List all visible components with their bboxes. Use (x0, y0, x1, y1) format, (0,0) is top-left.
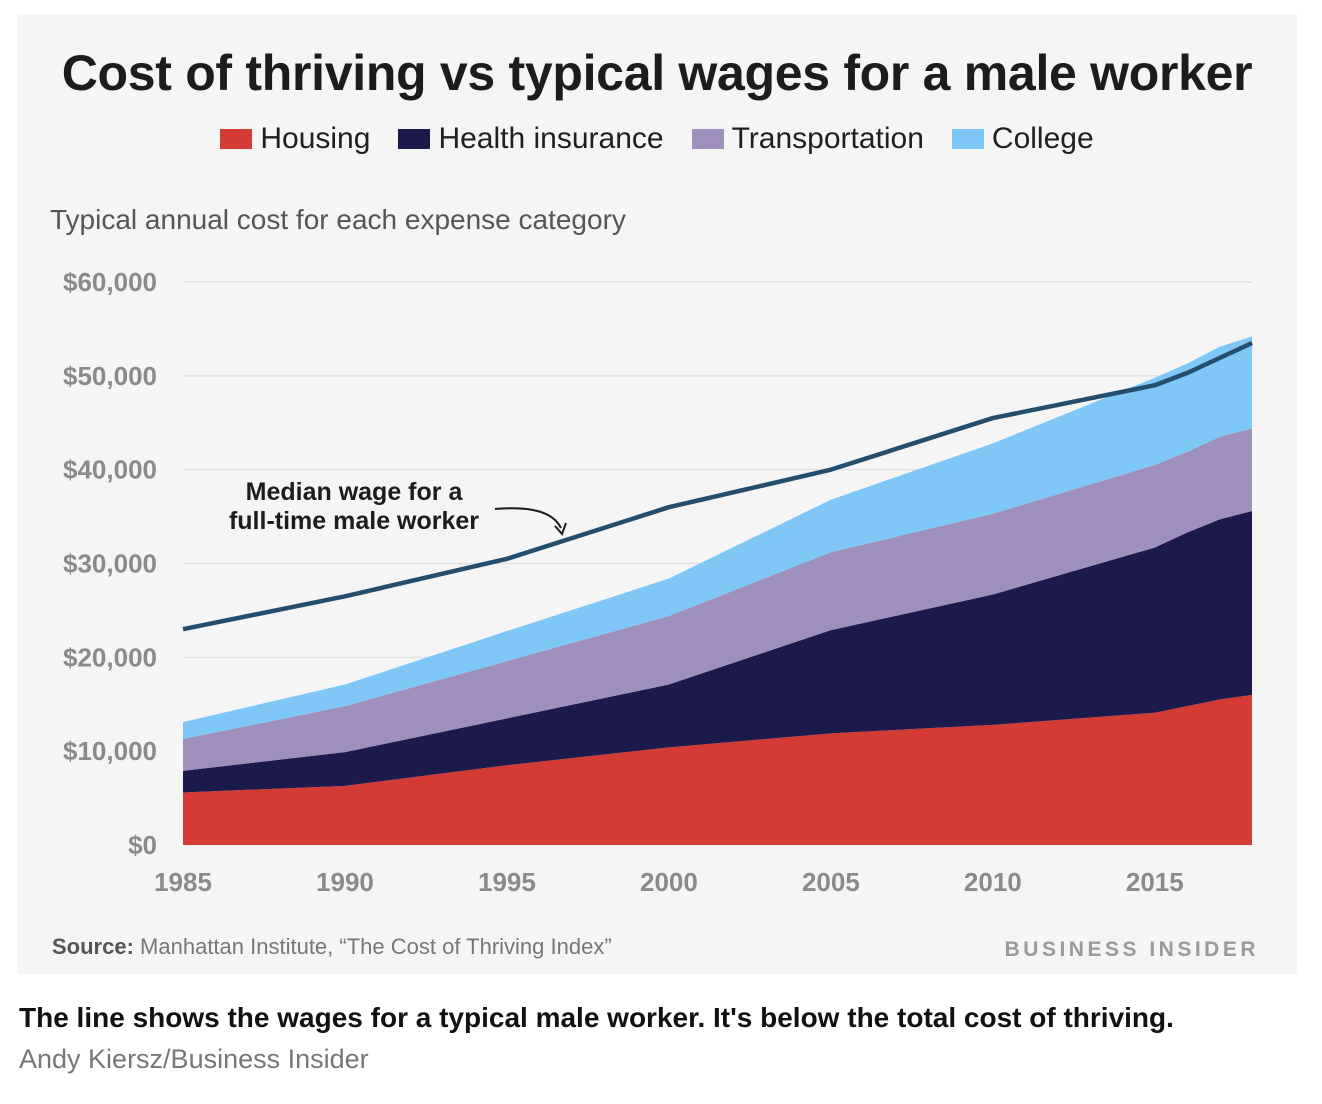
legend-item-college: College (951, 122, 1094, 156)
legend-swatch-transportation (691, 129, 724, 149)
annotation-line-1: Median wage for a (246, 478, 464, 506)
photo-credit: Andy Kiersz/Business Insider (19, 1044, 369, 1074)
wage-line (182, 340, 1253, 632)
source-text: Manhattan Institute, “The Cost of Thrivi… (140, 934, 612, 959)
area-housing (183, 694, 1252, 845)
y-tick-label-0: $0 (128, 830, 157, 860)
x-tick-label-1990: 1990 (316, 867, 374, 897)
legend-item-housing: Housing (220, 122, 370, 156)
legend-swatch-health-insurance (398, 129, 431, 149)
legend-label-housing: Housing (260, 122, 371, 155)
x-tick-label-2000: 2000 (640, 867, 698, 897)
annotation-line-2: full-time male worker (229, 507, 479, 535)
x-tick-label-2015: 2015 (1126, 867, 1184, 897)
legend-item-transportation: Transportation (691, 122, 924, 156)
y-tick-label-20000: $20,000 (63, 642, 157, 672)
y-tick-label-50000: $50,000 (63, 361, 157, 391)
area-college (183, 336, 1252, 739)
annotation-arrow-head (554, 522, 567, 536)
chart-subtitle: Typical annual cost for each expense cat… (50, 204, 626, 235)
legend-label-health-insurance: Health insurance (438, 122, 664, 155)
legend-swatch-college (951, 129, 984, 149)
source-label: Source: (52, 934, 134, 959)
legend-item-health-insurance: Health insurance (398, 122, 664, 156)
chart-title: Cost of thriving vs typical wages for a … (61, 45, 1253, 101)
plot-area: $0 $10,000 $20,000 $30,000 $40,000 $50,000 $60… (63, 267, 1253, 897)
chart-card: Cost of thriving vs typical wages for a … (17, 14, 1297, 974)
legend-label-college: College (991, 122, 1094, 155)
x-tick-label-1995: 1995 (478, 867, 536, 897)
x-tick-label-2010: 2010 (964, 867, 1022, 897)
area-transportation (183, 428, 1252, 771)
legend: Housing Health insurance Transportation … (17, 122, 1297, 156)
x-tick-label-1985: 1985 (154, 867, 212, 897)
x-tick-label-2005: 2005 (802, 867, 860, 897)
y-tick-label-60000: $60,000 (63, 267, 157, 297)
legend-label-transportation: Transportation (731, 122, 924, 155)
y-tick-label-30000: $30,000 (63, 549, 157, 579)
source-note: Source: Manhattan Institute, “The Cost o… (52, 934, 612, 960)
annotation-arrow-curve (494, 507, 562, 529)
y-tick-label-10000: $10,000 (63, 736, 157, 766)
area-health-insurance (183, 510, 1252, 793)
legend-swatch-housing (220, 129, 253, 149)
brand-logo: BUSINESS INSIDER (1004, 938, 1259, 961)
figure-caption: The line shows the wages for a typical m… (19, 1002, 1174, 1033)
y-tick-label-40000: $40,000 (63, 455, 157, 485)
